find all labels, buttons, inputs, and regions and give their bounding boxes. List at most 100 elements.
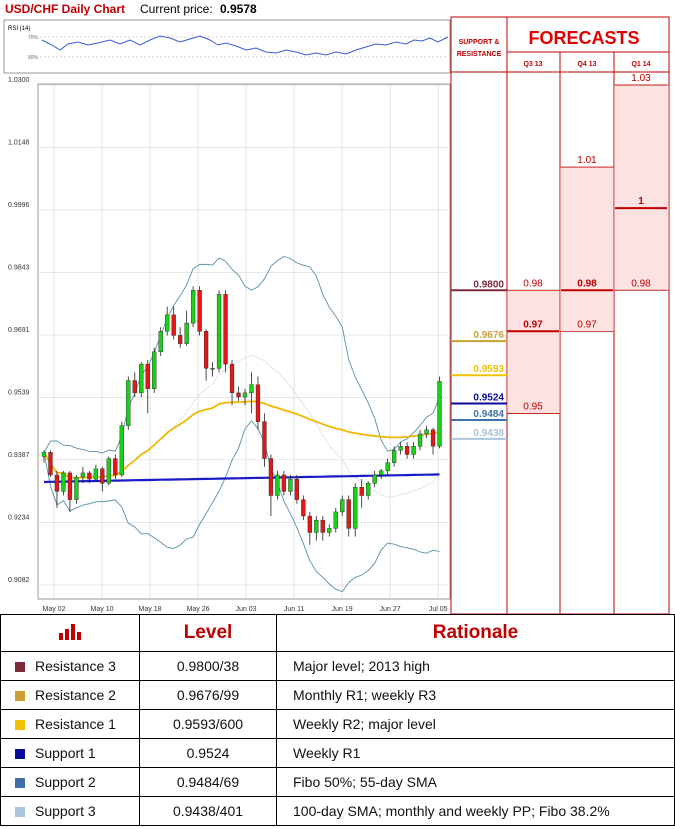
candle (379, 470, 384, 476)
support3-swatch (15, 807, 25, 818)
candle (346, 499, 351, 529)
y-tick-label: 0.9691 (8, 327, 30, 334)
lower-band (43, 420, 440, 593)
candle (430, 429, 436, 447)
row-level: 0.9593/600 (139, 709, 277, 739)
x-tick-label: Jun 27 (380, 606, 401, 613)
table-row: Resistance 2 0.9676/99 Monthly R1; weekl… (0, 680, 675, 710)
candle (178, 335, 183, 344)
row-name: Support 1 (35, 745, 96, 761)
candle (216, 294, 222, 369)
y-tick-label: 0.9082 (8, 577, 30, 584)
x-tick-label: Jun 11 (284, 606, 305, 613)
candle (184, 322, 189, 344)
rsi-70-label: 70% (28, 35, 39, 41)
candle (171, 314, 176, 336)
row-level: 0.9800/38 (139, 651, 277, 681)
usdchf-chart: USD/CHF Daily Chart Current price: 0.957… (3, 2, 670, 614)
candle (372, 474, 377, 484)
candle (288, 478, 293, 492)
row-level: 0.9438/401 (139, 796, 277, 826)
candle (391, 450, 397, 463)
q4-range (559, 166, 615, 332)
row-rationale: 100-day SMA; monthly and weekly PP; Fibo… (276, 796, 675, 826)
y-tick-label: 0.9843 (8, 265, 30, 272)
bar-chart-icon (59, 623, 81, 640)
row-name: Resistance 2 (35, 687, 116, 703)
q4-low: 0.97 (577, 319, 597, 330)
candle (61, 472, 66, 492)
candle (242, 392, 248, 398)
table-row: Resistance 3 0.9800/38 Major level; 2013… (0, 651, 675, 681)
candle (249, 384, 254, 394)
candle (80, 472, 86, 478)
sr-label-2: RESISTANCE (457, 51, 502, 58)
level-header: Level (139, 614, 277, 652)
candle (281, 474, 287, 492)
table-row: Resistance 1 0.9593/600 Weekly R2; major… (0, 709, 675, 739)
forecast-frame (450, 16, 670, 614)
price-panel (37, 83, 451, 600)
candle (268, 458, 274, 496)
y-tick-label: 1.0148 (8, 139, 30, 146)
row-rationale: Monthly R1; weekly R3 (276, 680, 675, 710)
row-rationale: Weekly R2; major level (276, 709, 675, 739)
x-tick-label: Jun 19 (332, 606, 353, 613)
sr-value: 0.9438 (473, 428, 504, 439)
candle (411, 446, 416, 455)
row-level: 0.9676/99 (139, 680, 277, 710)
y-tick-label: 0.9996 (8, 202, 30, 209)
candle (126, 380, 131, 426)
candle (255, 384, 261, 422)
candle (165, 314, 170, 332)
candle (262, 421, 267, 459)
candle (229, 363, 235, 394)
rsi-line (41, 35, 449, 56)
candle (145, 363, 150, 389)
y-tick-label: 0.9539 (8, 389, 30, 396)
candle (132, 380, 137, 394)
candle (417, 433, 423, 447)
x-tick-label: Jul 05 (429, 606, 448, 613)
candle (294, 478, 300, 500)
forecast-panel: FORECASTS SUPPORT & RESISTANCE Q3 13 Q4 … (450, 16, 670, 614)
y-axis: 1.0300 1.0148 0.9996 0.9843 0.9691 0.9539 0.93… (8, 77, 30, 584)
current-price-label: Current price: (140, 2, 213, 16)
row-name: Resistance 3 (35, 658, 116, 674)
candle (74, 476, 79, 500)
x-tick-label: May 26 (187, 606, 210, 613)
row-name: Support 2 (35, 774, 96, 790)
rationale-header: Rationale (276, 614, 675, 652)
sr-value: 0.9593 (473, 364, 504, 375)
rsi-panel (3, 19, 451, 74)
quarter-q3: Q3 13 (523, 61, 542, 68)
candle (223, 294, 228, 365)
y-tick-label: 0.9387 (8, 452, 30, 459)
q4-high: 1.01 (577, 155, 597, 166)
rsi-50-label: 50% (28, 55, 39, 61)
rsi-label: RSI (14) (8, 26, 30, 32)
candle (359, 487, 364, 496)
row-rationale: Fibo 50%; 55-day SMA (276, 767, 675, 797)
candle (424, 429, 429, 435)
q1-mid: 1 (638, 196, 644, 207)
q3-low: 0.95 (523, 401, 543, 412)
candle (353, 487, 358, 529)
candle (236, 392, 241, 398)
candle (340, 499, 345, 513)
q3-mid: 0.97 (523, 319, 543, 330)
candle (437, 381, 442, 447)
quarter-q4: Q4 13 (577, 61, 596, 68)
candle (301, 499, 306, 517)
candle (190, 290, 196, 324)
table-row: Support 2 0.9484/69 Fibo 50%; 55-day SMA (0, 767, 675, 797)
current-price-value: 0.9578 (220, 2, 257, 16)
support1-swatch (15, 749, 25, 760)
chart-title: USD/CHF Daily Chart (5, 2, 125, 16)
candle (152, 351, 157, 389)
candle (320, 519, 325, 533)
candle (119, 425, 124, 476)
quarter-q1: Q1 14 (631, 61, 650, 68)
resistance2-swatch (15, 691, 25, 702)
support2-swatch (15, 778, 25, 789)
